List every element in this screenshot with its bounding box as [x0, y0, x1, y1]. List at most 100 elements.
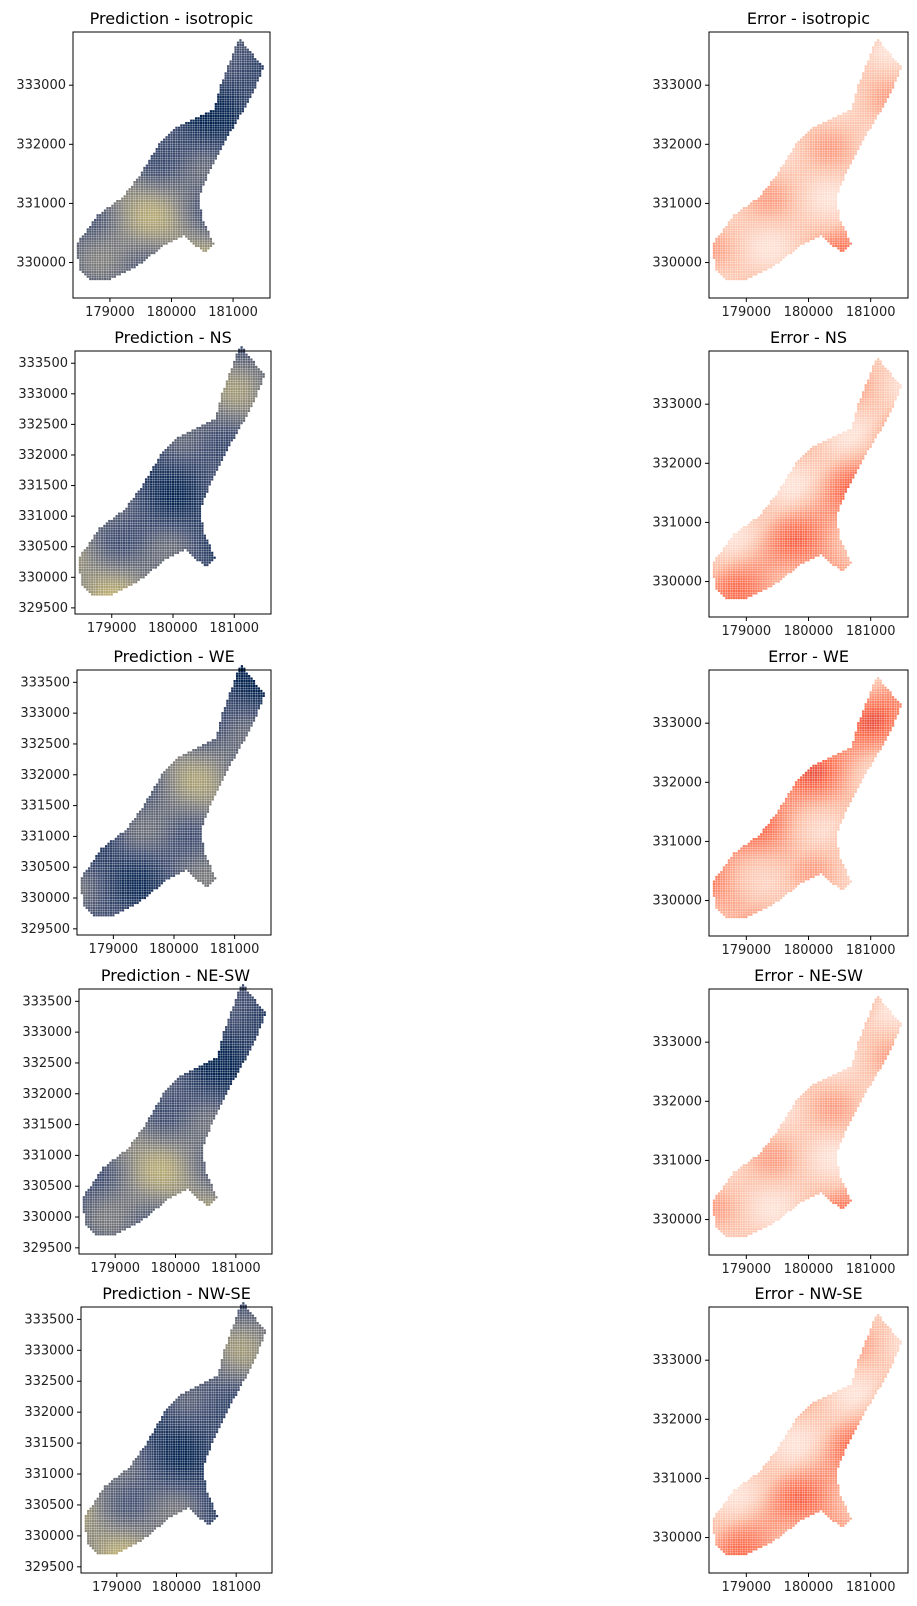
heatmap-cell — [111, 238, 113, 240]
heatmap-cell — [163, 183, 165, 185]
heatmap-cell — [183, 188, 185, 190]
heatmap-cell — [133, 200, 135, 202]
heatmap-cell — [778, 205, 780, 207]
heatmap-cell — [156, 176, 158, 178]
heatmap-cell — [755, 221, 757, 223]
heatmap-cell — [165, 200, 167, 202]
heatmap-cell — [792, 231, 794, 233]
heatmap-cell — [758, 238, 760, 240]
heatmap-cell — [173, 224, 175, 226]
heatmap-cell — [131, 252, 133, 254]
heatmap-cell — [832, 155, 834, 157]
heatmap-cell — [815, 188, 817, 190]
heatmap-cell — [180, 214, 182, 216]
heatmap-cell — [815, 150, 817, 152]
heatmap-cell — [740, 235, 742, 237]
heatmap-cell — [158, 214, 160, 216]
heatmap-cell — [193, 221, 195, 223]
heatmap-cell — [807, 193, 809, 195]
heatmap-cell — [195, 176, 197, 178]
heatmap-cell — [234, 70, 236, 72]
heatmap-cell — [212, 131, 214, 133]
heatmap-cell — [146, 209, 148, 211]
heatmap-cell — [104, 273, 106, 275]
heatmap-cell — [114, 233, 116, 235]
heatmap-cell — [202, 117, 204, 119]
heatmap-cell — [109, 224, 111, 226]
heatmap-cell — [745, 221, 747, 223]
heatmap-cell — [815, 131, 817, 133]
heatmap-cell — [797, 155, 799, 157]
heatmap-cell — [170, 174, 172, 176]
heatmap-cell — [116, 250, 118, 252]
heatmap-cell — [89, 233, 91, 235]
heatmap-cell — [234, 96, 236, 98]
heatmap-cell — [170, 176, 172, 178]
heatmap-cell — [713, 247, 715, 249]
heatmap-cell — [178, 153, 180, 155]
heatmap-cell — [153, 165, 155, 167]
heatmap-cell — [820, 212, 822, 214]
heatmap-cell — [792, 214, 794, 216]
heatmap-cell — [735, 224, 737, 226]
heatmap-cell — [795, 247, 797, 249]
heatmap-cell — [217, 148, 219, 150]
heatmap-cell — [239, 56, 241, 58]
heatmap-cell — [212, 110, 214, 112]
heatmap-cell — [101, 269, 103, 271]
heatmap-cell — [109, 273, 111, 275]
heatmap-cell — [156, 148, 158, 150]
heatmap-cell — [780, 198, 782, 200]
heatmap-cell — [753, 214, 755, 216]
heatmap-cell — [215, 103, 217, 105]
heatmap-cell — [89, 238, 91, 240]
heatmap-cell — [790, 231, 792, 233]
heatmap-cell — [225, 79, 227, 81]
heatmap-cell — [101, 247, 103, 249]
heatmap-cell — [188, 212, 190, 214]
heatmap-cell — [239, 103, 241, 105]
heatmap-cell — [234, 110, 236, 112]
heatmap-cell — [820, 165, 822, 167]
heatmap-cell — [146, 191, 148, 193]
heatmap-cell — [190, 191, 192, 193]
heatmap-cell — [775, 233, 777, 235]
heatmap-cell — [183, 193, 185, 195]
heatmap-cell — [205, 131, 207, 133]
heatmap-cell — [148, 205, 150, 207]
heatmap-cell — [163, 217, 165, 219]
heatmap-cell — [237, 82, 239, 84]
heatmap-cell — [773, 231, 775, 233]
heatmap-cell — [220, 117, 222, 119]
x-tick-label: 181000 — [208, 305, 258, 320]
heatmap-cell — [153, 155, 155, 157]
heatmap-cell — [785, 252, 787, 254]
heatmap-cell — [827, 136, 829, 138]
heatmap-cell — [755, 231, 757, 233]
heatmap-cell — [750, 209, 752, 211]
heatmap-cell — [778, 191, 780, 193]
heatmap-cell — [787, 205, 789, 207]
heatmap-cell — [815, 193, 817, 195]
heatmap-cell — [805, 226, 807, 228]
heatmap-cell — [170, 205, 172, 207]
heatmap-cell — [119, 250, 121, 252]
heatmap-cell — [222, 134, 224, 136]
heatmap-cell — [143, 238, 145, 240]
heatmap-cell — [817, 176, 819, 178]
heatmap-cell — [802, 179, 804, 181]
heatmap-cell — [773, 200, 775, 202]
heatmap-cell — [101, 228, 103, 230]
heatmap-cell — [792, 198, 794, 200]
heatmap-cell — [104, 224, 106, 226]
heatmap-cell — [163, 157, 165, 159]
heatmap-cell — [170, 183, 172, 185]
heatmap-cell — [817, 188, 819, 190]
heatmap-cell — [765, 264, 767, 266]
heatmap-cell — [244, 65, 246, 67]
heatmap-cell — [815, 160, 817, 162]
heatmap-cell — [89, 266, 91, 268]
heatmap-cell — [165, 181, 167, 183]
heatmap-cell — [202, 129, 204, 131]
heatmap-cell — [810, 219, 812, 221]
